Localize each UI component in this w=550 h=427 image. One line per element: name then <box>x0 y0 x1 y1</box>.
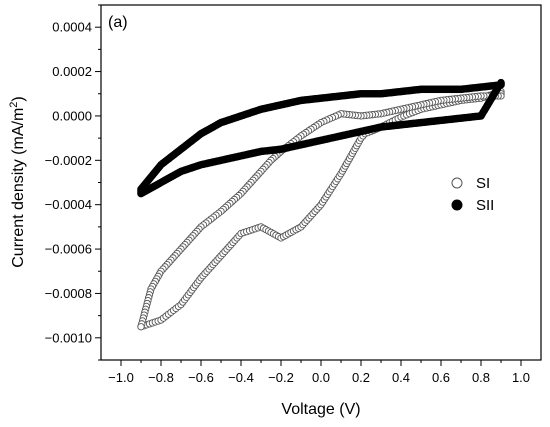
y-axis-title: Current density (mA/m2) <box>8 96 27 268</box>
x-tick-label: 0.0 <box>312 370 330 385</box>
y-tick-label: 0.0000 <box>52 108 92 123</box>
series-layer <box>137 78 505 331</box>
x-tick-label: 0.4 <box>392 370 410 385</box>
x-tick-label: 0.8 <box>472 370 490 385</box>
series-si <box>137 87 505 331</box>
x-tick-label: 0.6 <box>432 370 450 385</box>
ticks-layer: −1.0 −0.8 −0.6 −0.4 −0.2 0.0 0.2 0.4 0.6 0.8 1.0 −0… <box>45 4 530 385</box>
y-tick-label: −0.0002 <box>45 153 92 168</box>
legend-label-sii: SII <box>476 197 494 214</box>
x-tick-label: −1.0 <box>108 370 134 385</box>
x-axis-title: Voltage (V) <box>281 401 360 418</box>
legend-label-si: SI <box>476 175 490 192</box>
legend: SI SII <box>451 175 494 214</box>
series-si-point <box>137 323 145 331</box>
x-tick-label: 1.0 <box>512 370 530 385</box>
y-axis-title-main: Current density (mA/m <box>10 108 27 268</box>
x-tick-label: −0.6 <box>188 370 214 385</box>
x-tick-label: 0.2 <box>352 370 370 385</box>
series-sii-point <box>137 188 145 196</box>
x-tick-label: −0.2 <box>268 370 294 385</box>
x-tick-label: −0.8 <box>148 370 174 385</box>
series-sii <box>137 78 505 198</box>
y-tick-label: −0.0010 <box>45 330 92 345</box>
y-axis-title-close: ) <box>10 96 27 101</box>
y-axis-title-sup: 2 <box>8 102 20 108</box>
x-tick-label: −0.4 <box>228 370 254 385</box>
y-tick-label: −0.0008 <box>45 286 92 301</box>
legend-marker-si <box>451 177 463 189</box>
legend-marker-sii <box>451 199 463 211</box>
y-tick-label: 0.0004 <box>52 20 92 35</box>
y-tick-label: −0.0006 <box>45 242 92 257</box>
panel-label: (a) <box>108 14 128 31</box>
y-tick-label: 0.0002 <box>52 64 92 79</box>
y-tick-label: −0.0004 <box>45 197 92 212</box>
